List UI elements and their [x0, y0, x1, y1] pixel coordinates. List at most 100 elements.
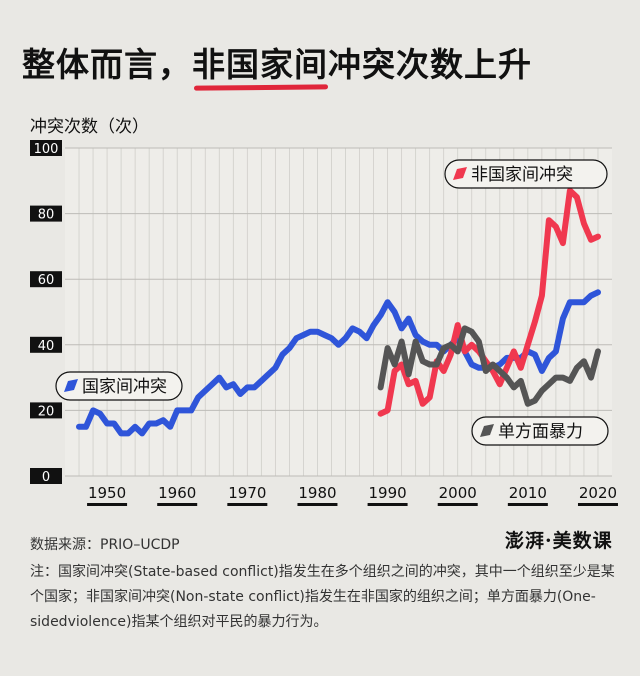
data-point: [554, 376, 558, 380]
data-point: [470, 343, 474, 347]
data-point: [533, 398, 537, 403]
y-tick-bg: [30, 205, 62, 222]
legend-label: 国家间冲突: [82, 377, 167, 397]
data-point: [245, 385, 249, 390]
data-point: [154, 421, 158, 426]
data-point: [575, 300, 579, 304]
data-point: [322, 333, 327, 337]
data-point: [287, 346, 292, 350]
data-point: [301, 333, 306, 337]
data-point: [512, 349, 516, 353]
data-point: [442, 369, 446, 373]
data-point: [456, 323, 460, 327]
data-point: [400, 326, 404, 330]
y-tick-bg: [30, 336, 62, 353]
x-tick-underline: [227, 503, 268, 506]
data-point: [498, 362, 502, 367]
data-point: [224, 385, 228, 390]
data-point: [414, 339, 418, 344]
legend-label: 单方面暴力: [498, 422, 583, 442]
data-point: [547, 218, 551, 222]
data-point: [105, 421, 109, 426]
data-point: [470, 362, 474, 367]
data-point: [491, 369, 495, 373]
data-point: [414, 379, 418, 383]
data-point: [350, 326, 355, 330]
data-point: [582, 300, 586, 304]
data-point: [540, 389, 544, 393]
data-point: [421, 402, 425, 406]
data-point: [231, 382, 235, 386]
x-tick-underline: [577, 503, 618, 506]
x-tick-label: 1950: [88, 484, 126, 502]
title-highlight: 非国家间: [192, 45, 328, 84]
data-point: [140, 431, 144, 435]
title-prefix: 整体而言，: [22, 45, 192, 84]
data-point: [568, 379, 572, 383]
data-point: [477, 366, 481, 370]
data-point: [252, 385, 256, 390]
data-point: [196, 395, 200, 399]
data-point: [533, 353, 537, 357]
data-point: [294, 336, 299, 340]
data-point: [547, 356, 551, 360]
data-point: [449, 343, 453, 347]
data-point: [428, 362, 432, 367]
x-tick-label: 1980: [298, 484, 336, 502]
data-point: [329, 336, 334, 340]
data-point: [512, 385, 516, 390]
data-point: [477, 339, 481, 344]
data-point: [407, 382, 411, 386]
data-point: [77, 425, 81, 429]
data-point: [484, 369, 488, 373]
data-point: [147, 421, 151, 426]
data-point: [378, 313, 383, 317]
data-point: [407, 316, 411, 321]
data-point: [463, 326, 467, 330]
data-point: [498, 369, 502, 373]
data-point: [526, 402, 530, 406]
publisher-logo: 澎湃·美数课: [505, 530, 613, 552]
data-point: [498, 382, 502, 386]
data-point: [91, 408, 95, 412]
data-point: [364, 336, 369, 340]
data-point: [385, 408, 390, 412]
data-point: [505, 366, 509, 370]
x-tick-underline: [367, 503, 408, 506]
legend-swatch: [453, 167, 467, 180]
data-point: [168, 425, 172, 429]
legend-box: [55, 371, 183, 401]
data-point: [505, 376, 509, 380]
legend-box: [471, 416, 609, 446]
data-point: [400, 362, 404, 367]
data-point: [561, 241, 565, 245]
data-point: [428, 395, 432, 399]
data-point: [84, 425, 88, 429]
y-tick-label: 40: [38, 339, 55, 354]
data-point: [203, 389, 207, 393]
x-tick-label: 1970: [228, 484, 266, 502]
data-point: [428, 343, 432, 347]
data-point: [547, 382, 551, 386]
data-point: [456, 349, 460, 353]
data-point: [259, 379, 263, 383]
data-point: [442, 346, 446, 350]
data-point: [561, 376, 565, 380]
data-point: [308, 330, 313, 334]
data-point: [266, 372, 270, 376]
data-point: [238, 392, 242, 396]
y-tick-label: 20: [38, 404, 55, 419]
x-tick-label: 2010: [509, 484, 547, 502]
data-point: [393, 362, 397, 367]
data-point: [343, 336, 348, 340]
data-point: [554, 225, 558, 229]
data-point: [414, 333, 418, 337]
legend-label: 非国家间冲突: [471, 165, 573, 185]
data-point: [596, 349, 600, 353]
data-point: [526, 343, 530, 347]
data-point: [435, 362, 439, 367]
data-point: [161, 418, 165, 422]
data-point: [533, 320, 537, 324]
data-point: [400, 339, 404, 344]
